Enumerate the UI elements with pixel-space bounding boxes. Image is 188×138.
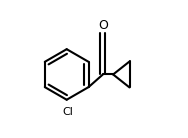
Text: Cl: Cl (62, 107, 73, 117)
Text: O: O (98, 19, 108, 32)
